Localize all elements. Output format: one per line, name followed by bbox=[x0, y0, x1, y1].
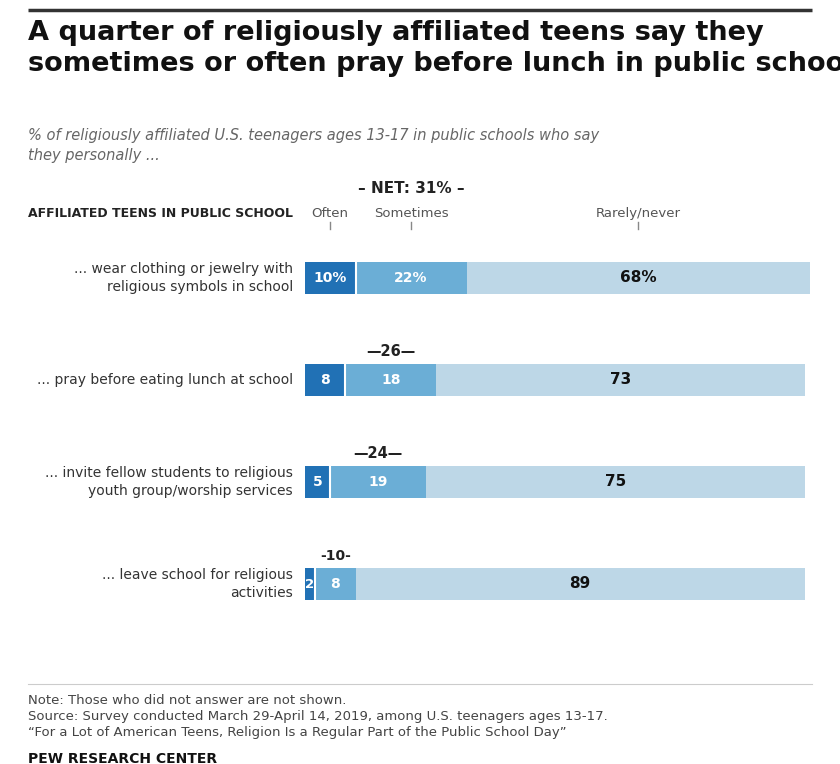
Text: Rarely/never: Rarely/never bbox=[596, 207, 680, 220]
Text: 22%: 22% bbox=[394, 271, 428, 285]
Text: Note: Those who did not answer are not shown.: Note: Those who did not answer are not s… bbox=[28, 694, 346, 707]
Text: Often: Often bbox=[312, 207, 349, 220]
Text: Source: Survey conducted March 29-April 14, 2019, among U.S. teenagers ages 13-1: Source: Survey conducted March 29-April … bbox=[28, 710, 608, 723]
Text: PEW RESEARCH CENTER: PEW RESEARCH CENTER bbox=[28, 752, 217, 764]
Text: 89: 89 bbox=[570, 577, 591, 591]
Bar bbox=[436, 364, 805, 396]
Text: 5: 5 bbox=[312, 475, 323, 489]
Text: 10%: 10% bbox=[313, 271, 347, 285]
Bar bbox=[305, 466, 330, 498]
Text: -10-: -10- bbox=[320, 549, 351, 563]
Bar bbox=[330, 466, 426, 498]
Bar bbox=[315, 568, 355, 600]
Text: 18: 18 bbox=[381, 373, 401, 387]
Text: Sometimes: Sometimes bbox=[374, 207, 449, 220]
Bar bbox=[466, 262, 810, 294]
Bar bbox=[426, 466, 805, 498]
Text: A quarter of religiously affiliated teens say they
sometimes or often pray befor: A quarter of religiously affiliated teen… bbox=[28, 20, 840, 77]
Text: AFFILIATED TEENS IN PUBLIC SCHOOL: AFFILIATED TEENS IN PUBLIC SCHOOL bbox=[28, 207, 293, 220]
Text: – NET: 31% –: – NET: 31% – bbox=[358, 181, 465, 196]
Bar bbox=[355, 262, 466, 294]
Bar bbox=[305, 364, 345, 396]
Text: 68%: 68% bbox=[620, 270, 657, 286]
Bar bbox=[305, 262, 355, 294]
Text: 2: 2 bbox=[306, 578, 315, 591]
Text: —26—: —26— bbox=[366, 344, 416, 359]
Bar bbox=[305, 568, 315, 600]
Bar bbox=[345, 364, 436, 396]
Text: 73: 73 bbox=[610, 373, 631, 387]
Text: 75: 75 bbox=[605, 474, 626, 490]
Bar bbox=[355, 568, 805, 600]
Text: % of religiously affiliated U.S. teenagers ages 13-17 in public schools who say
: % of religiously affiliated U.S. teenage… bbox=[28, 128, 599, 163]
Text: ... wear clothing or jewelry with
religious symbols in school: ... wear clothing or jewelry with religi… bbox=[74, 262, 293, 294]
Text: “For a Lot of American Teens, Religion Is a Regular Part of the Public School Da: “For a Lot of American Teens, Religion I… bbox=[28, 726, 567, 739]
Text: 8: 8 bbox=[320, 373, 330, 387]
Text: —24—: —24— bbox=[354, 446, 403, 461]
Text: ... pray before eating lunch at school: ... pray before eating lunch at school bbox=[37, 373, 293, 387]
Text: ... invite fellow students to religious
youth group/worship services: ... invite fellow students to religious … bbox=[45, 466, 293, 498]
Text: 8: 8 bbox=[330, 577, 340, 591]
Text: 19: 19 bbox=[369, 475, 388, 489]
Text: ... leave school for religious
activities: ... leave school for religious activitie… bbox=[102, 568, 293, 601]
